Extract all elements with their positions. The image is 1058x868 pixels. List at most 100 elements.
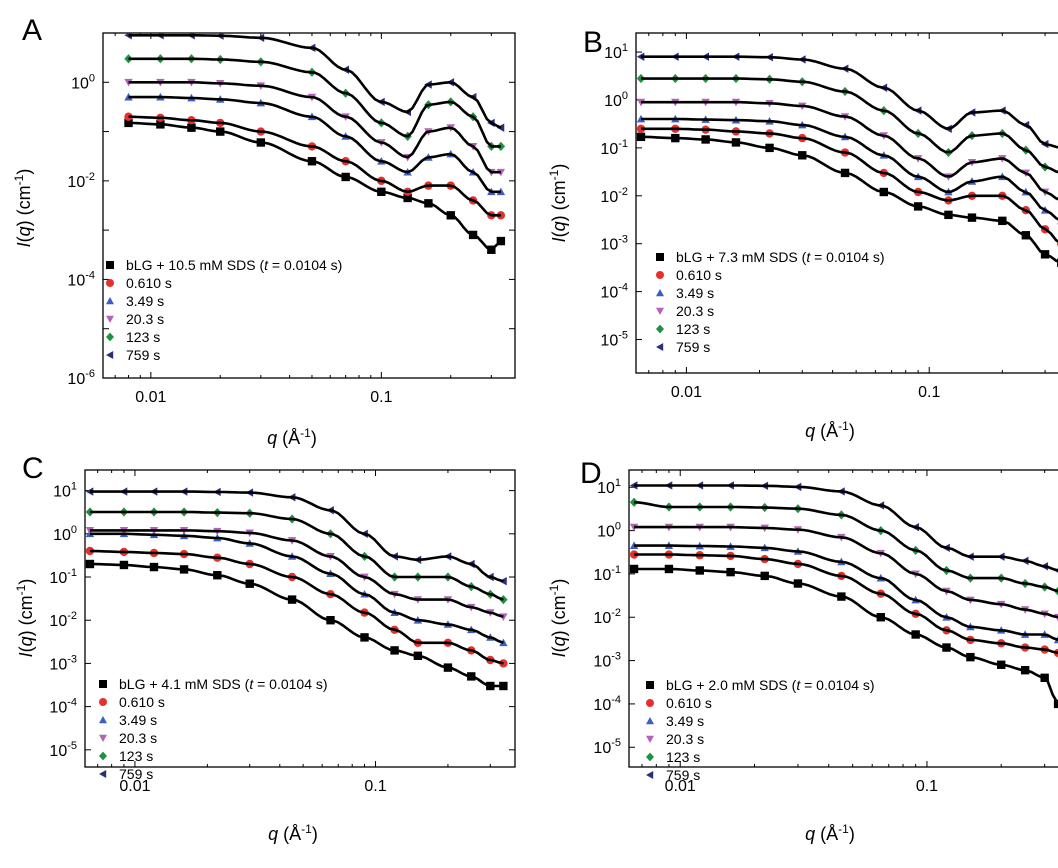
x-tick-label: 0.01 <box>665 778 696 795</box>
legend-marker <box>646 699 654 707</box>
plot-area <box>124 33 506 254</box>
legend-marker <box>106 297 114 305</box>
x-axis-label: q (Å-1) <box>805 822 855 844</box>
data-point <box>636 132 646 142</box>
series-4 <box>636 73 1058 174</box>
x-tick-label: 0.1 <box>364 778 386 795</box>
legend-marker <box>646 717 654 725</box>
panel-letter: D <box>580 457 602 490</box>
x-axis-label: q (Å-1) <box>805 419 855 441</box>
legend-marker <box>646 735 654 743</box>
fit-line <box>634 525 1058 619</box>
fit-line <box>89 549 504 665</box>
y-axis-label: I(q) (cm-1) <box>547 164 569 243</box>
plot-frame <box>628 469 1058 768</box>
legend-entry: 3.49 s <box>126 293 164 309</box>
fit-line <box>128 115 501 217</box>
legend-marker <box>99 716 107 724</box>
legend-entry: 0.610 s <box>126 275 172 291</box>
legend-entry: bLG + 10.5 mM SDS (t = 0.0104 s) <box>126 257 342 273</box>
panel-letter: A <box>22 14 42 47</box>
data-point <box>629 541 639 549</box>
legend-entry: 3.49 s <box>676 285 714 301</box>
legend-marker <box>646 752 654 762</box>
fit-line <box>89 529 504 619</box>
x-tick-label: 0.01 <box>119 778 150 795</box>
x-axis-label: q (Å-1) <box>268 822 318 844</box>
y-tick-label: 10-3 <box>600 234 628 254</box>
fit-line <box>641 55 1058 149</box>
y-tick-label: 10-4 <box>593 694 621 714</box>
legend-entry: 123 s <box>126 329 160 345</box>
legend-marker <box>106 332 114 342</box>
y-tick-label: 101 <box>604 42 628 62</box>
plot-frame <box>84 469 516 768</box>
data-point <box>636 73 646 84</box>
legend-entry: 123 s <box>119 748 153 764</box>
data-point <box>629 550 639 559</box>
fit-line <box>634 501 1058 593</box>
legend-entry: 0.610 s <box>666 695 712 711</box>
plot-frame <box>102 32 516 379</box>
y-tick-label: 10-5 <box>49 740 77 760</box>
fit-line <box>128 95 501 194</box>
plot-area <box>629 481 1058 709</box>
legend: bLG + 7.3 mM SDS (t = 0.0104 s) 0.610 s 3.… <box>656 249 885 355</box>
y-tick-label: 101 <box>597 477 621 497</box>
chart-panel-a: A 0.01 0.1 10-6 10-4 10-2 100 q (Å-1) I(q) (cm-1… <box>12 14 516 448</box>
fit-line <box>634 544 1058 642</box>
x-tick-label: 0.1 <box>370 389 392 406</box>
y-tick-label: 10-1 <box>593 564 621 584</box>
fit-line <box>128 57 501 148</box>
y-tick-label: 10-2 <box>593 607 621 627</box>
legend-entry: 20.3 s <box>119 730 157 746</box>
y-tick-label: 10-4 <box>67 269 95 289</box>
legend-marker <box>656 271 664 279</box>
legend-entry: 759 s <box>676 339 710 355</box>
y-axis-label: I(q) (cm-1) <box>14 579 36 658</box>
legend-entry: 0.610 s <box>119 694 165 710</box>
legend-marker <box>106 315 114 323</box>
legend-marker <box>106 351 114 359</box>
y-tick-label: 10-1 <box>600 138 628 158</box>
legend-marker <box>656 343 664 351</box>
legend-entry: 759 s <box>126 347 160 363</box>
y-tick-label: 101 <box>53 481 77 501</box>
data-point <box>629 564 639 574</box>
legend: bLG + 2.0 mM SDS (t = 0.0104 s) 0.610 s 3.… <box>646 677 875 783</box>
legend-entry: bLG + 2.0 mM SDS (t = 0.0104 s) <box>666 677 875 693</box>
y-tick-label: 10-3 <box>593 651 621 671</box>
legend-entry: bLG + 4.1 mM SDS (t = 0.0104 s) <box>119 676 328 692</box>
series-2 <box>85 529 508 647</box>
y-tick-label: 100 <box>71 72 95 92</box>
fit-line <box>634 484 1058 572</box>
chart-panel-d: D 0.01 0.1 10-5 10-4 10-3 10-2 10-1 100 101 q (Å-1… <box>547 457 1058 844</box>
fit-line <box>641 100 1058 201</box>
legend-marker <box>106 261 114 269</box>
legend-marker <box>656 253 664 261</box>
y-axis-label: I(q) (cm-1) <box>547 579 569 658</box>
plot-frame <box>635 32 1058 374</box>
fit-line <box>128 81 501 174</box>
y-tick-label: 10-5 <box>600 330 628 350</box>
x-tick-label: 0.01 <box>671 384 702 401</box>
y-axis-label: I(q) (cm-1) <box>12 169 34 248</box>
legend-entry: 123 s <box>666 749 700 765</box>
legend-entry: 0.610 s <box>676 267 722 283</box>
data-point <box>629 523 639 532</box>
series-1 <box>85 546 508 668</box>
fit-line <box>128 34 502 129</box>
legend-marker <box>656 307 664 315</box>
data-point <box>636 114 646 123</box>
panel-letter: C <box>22 452 44 485</box>
legend-entry: 3.49 s <box>119 712 157 728</box>
series-1 <box>636 124 1058 247</box>
y-tick-label: 10-4 <box>49 697 77 717</box>
fit-line <box>641 77 1058 174</box>
y-tick-label: 10-2 <box>600 186 628 206</box>
y-tick-label: 10-6 <box>67 368 95 388</box>
plot-area <box>85 487 508 691</box>
fit-line <box>641 117 1058 221</box>
legend-marker <box>646 771 654 779</box>
y-tick-label: 100 <box>53 524 77 544</box>
